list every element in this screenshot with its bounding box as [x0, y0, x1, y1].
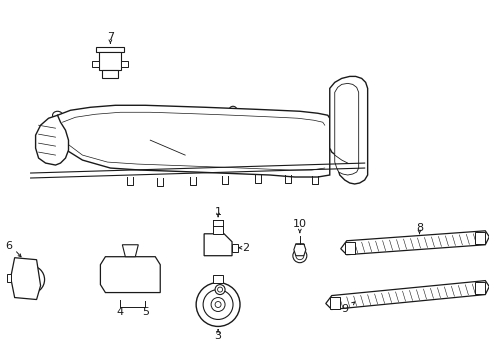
- Polygon shape: [11, 258, 41, 300]
- Circle shape: [215, 302, 221, 307]
- Circle shape: [296, 252, 304, 260]
- Circle shape: [131, 264, 153, 285]
- Circle shape: [208, 237, 224, 253]
- Text: 2: 2: [243, 243, 249, 253]
- Polygon shape: [475, 282, 485, 293]
- Polygon shape: [7, 274, 11, 282]
- Circle shape: [331, 299, 338, 306]
- Polygon shape: [330, 76, 368, 184]
- Text: 7: 7: [107, 32, 114, 41]
- Circle shape: [215, 285, 225, 294]
- Text: 8: 8: [416, 223, 423, 233]
- Polygon shape: [330, 297, 340, 309]
- Circle shape: [108, 265, 132, 289]
- Text: 10: 10: [293, 219, 307, 229]
- Polygon shape: [213, 226, 223, 234]
- Polygon shape: [345, 242, 355, 254]
- Circle shape: [477, 284, 484, 291]
- Text: 6: 6: [5, 241, 12, 251]
- Circle shape: [477, 234, 484, 241]
- Circle shape: [17, 266, 45, 293]
- Polygon shape: [97, 46, 124, 53]
- Polygon shape: [335, 84, 359, 175]
- Circle shape: [140, 272, 145, 277]
- Polygon shape: [475, 232, 485, 244]
- Circle shape: [345, 88, 355, 98]
- Circle shape: [196, 283, 240, 327]
- Text: 1: 1: [215, 207, 221, 217]
- Circle shape: [203, 289, 233, 319]
- Circle shape: [136, 269, 148, 280]
- Polygon shape: [232, 244, 238, 252]
- Circle shape: [114, 271, 126, 283]
- Polygon shape: [122, 245, 138, 257]
- Circle shape: [211, 298, 225, 311]
- Text: 9: 9: [341, 305, 348, 315]
- Polygon shape: [93, 62, 99, 67]
- Circle shape: [212, 241, 220, 249]
- Polygon shape: [294, 244, 306, 256]
- Circle shape: [345, 135, 355, 145]
- Polygon shape: [204, 234, 232, 256]
- Polygon shape: [213, 275, 223, 283]
- Text: 5: 5: [142, 307, 149, 318]
- Polygon shape: [55, 105, 330, 177]
- Circle shape: [118, 274, 123, 279]
- Ellipse shape: [52, 111, 63, 119]
- Circle shape: [229, 106, 237, 114]
- Polygon shape: [102, 71, 119, 78]
- Polygon shape: [100, 257, 160, 293]
- Text: 3: 3: [215, 332, 221, 341]
- Text: 4: 4: [117, 307, 124, 318]
- Polygon shape: [36, 115, 69, 165]
- Circle shape: [293, 249, 307, 263]
- Bar: [105, 57, 115, 64]
- Polygon shape: [341, 231, 490, 255]
- Circle shape: [218, 287, 222, 292]
- Circle shape: [304, 141, 312, 149]
- Circle shape: [23, 272, 39, 288]
- Polygon shape: [122, 62, 128, 67]
- Circle shape: [346, 244, 353, 251]
- Polygon shape: [326, 280, 490, 310]
- Circle shape: [107, 57, 114, 64]
- Polygon shape: [99, 53, 122, 71]
- Circle shape: [286, 116, 294, 124]
